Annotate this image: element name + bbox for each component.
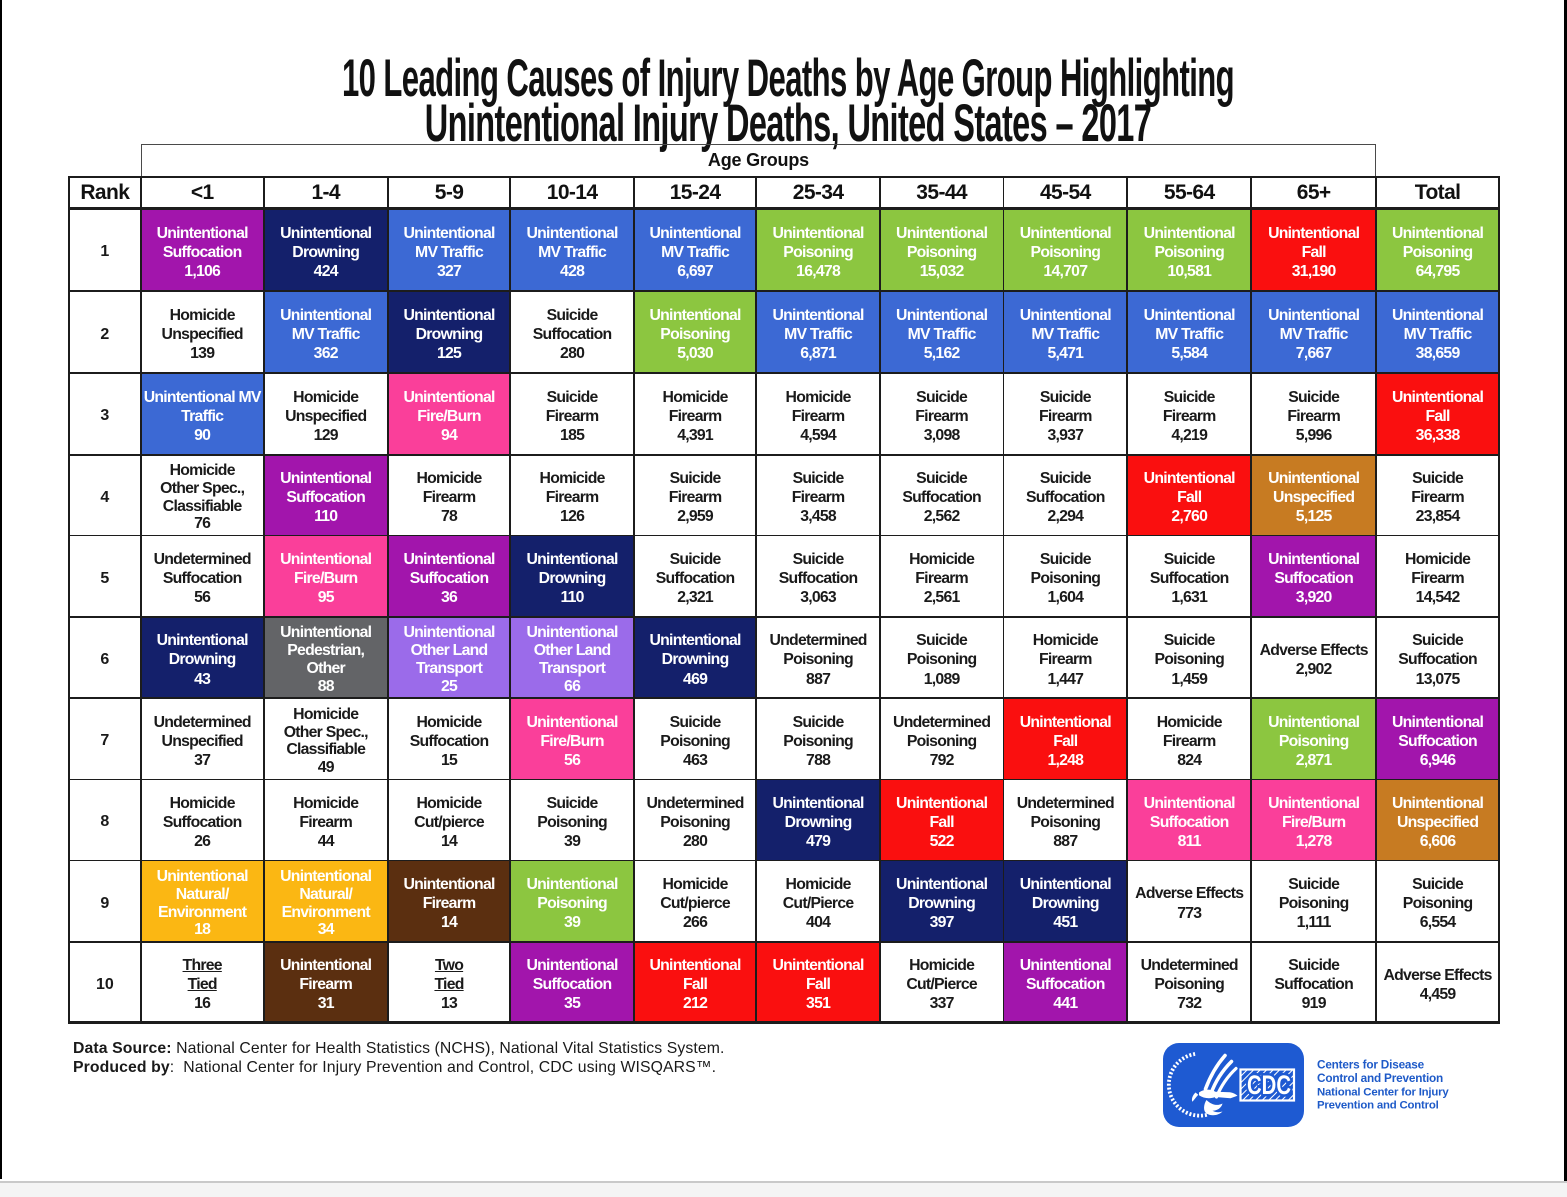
svg-text:Prevention and Control: Prevention and Control — [1317, 1100, 1439, 1112]
svg-text:National Center for Injury: National Center for Injury — [1317, 1086, 1449, 1098]
svg-text:Control and Prevention: Control and Prevention — [1317, 1071, 1443, 1085]
svg-text:CDC: CDC — [1247, 1070, 1291, 1100]
svg-text:Centers for Disease: Centers for Disease — [1317, 1058, 1425, 1072]
svg-text:CDC: CDC — [1247, 1070, 1291, 1100]
